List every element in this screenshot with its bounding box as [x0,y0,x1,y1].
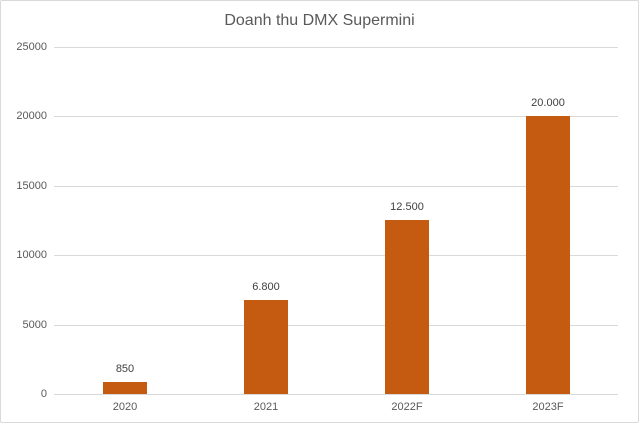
gridline [54,186,618,187]
bar-2023F [526,116,570,394]
gridline [54,255,618,256]
x-tick-label: 2021 [253,401,279,413]
gridline [54,325,618,326]
plot-area: 850 6.800 12.500 20.000 [54,47,618,395]
x-tick-label: 2023F [532,401,564,413]
y-tick-label: 5000 [22,319,47,331]
y-tick-label: 20000 [16,110,47,122]
bar-2022F [385,220,429,394]
bar-value-label: 850 [115,363,135,375]
bar-2021 [244,300,288,394]
x-tick-label: 2020 [112,401,138,413]
gridline [54,394,618,395]
y-tick-label: 0 [40,388,47,400]
bar-value-label: 20.000 [531,97,565,109]
gridline [54,47,618,48]
y-tick-label: 10000 [16,249,47,261]
chart-title: Doanh thu DMX Supermini [224,12,415,29]
y-tick-label: 15000 [16,180,47,192]
y-tick-label: 25000 [16,41,47,53]
bar-value-label: 12.500 [390,201,424,213]
bar-2020 [103,382,147,394]
x-tick-label: 2022F [391,401,423,413]
bar-value-label: 6.800 [252,281,280,293]
gridline [54,116,618,117]
